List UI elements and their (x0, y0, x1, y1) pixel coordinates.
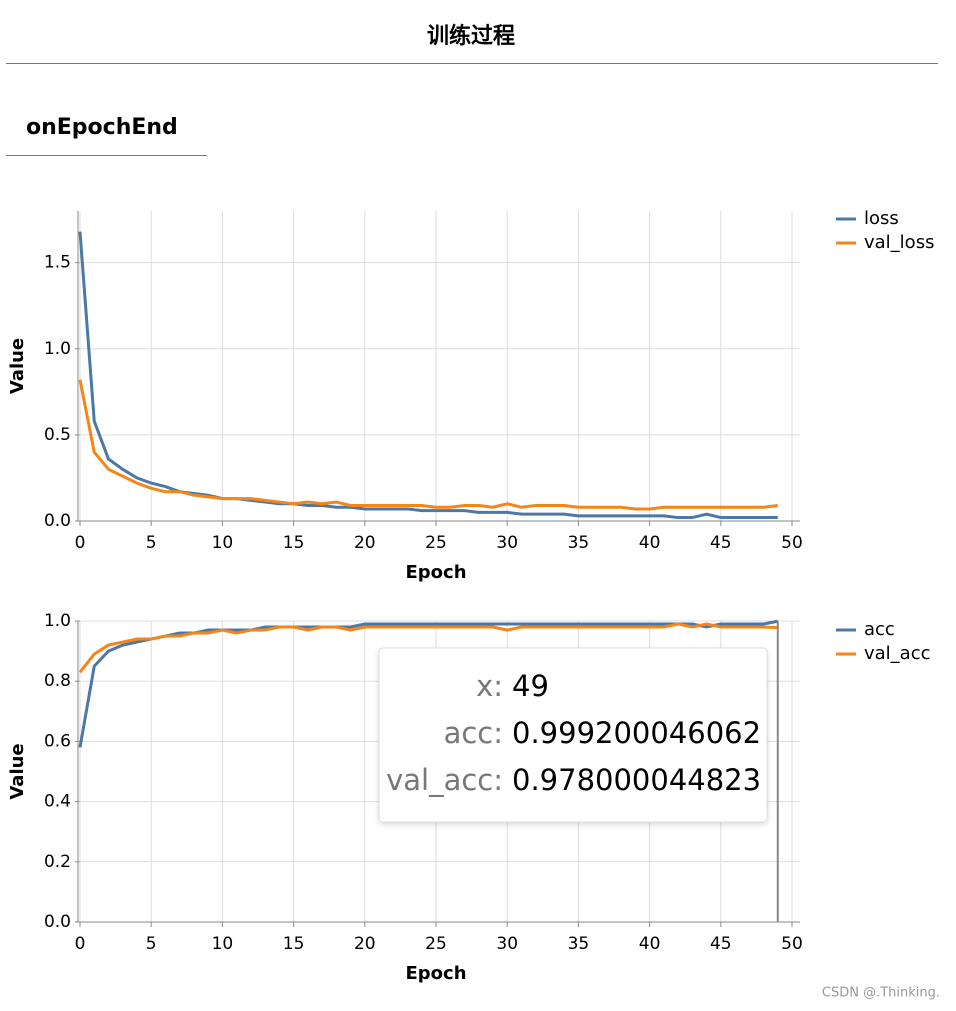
x-tick-label: 30 (496, 533, 518, 553)
series-line (78, 622, 778, 674)
y-tick-label: 0.4 (44, 792, 71, 812)
legend-label: val_acc (864, 643, 931, 664)
y-axis-title: Value (7, 743, 28, 799)
y-tick-label: 1.0 (44, 611, 71, 631)
tooltip-label: acc: (444, 716, 503, 750)
tooltip-box (378, 647, 768, 823)
series-line (78, 231, 778, 520)
x-tick-label: 50 (781, 533, 803, 553)
x-tick-label: 0 (75, 533, 86, 553)
watermark: CSDN @.Thinking. (822, 986, 940, 1001)
x-tick-label: 10 (212, 533, 234, 553)
y-tick-label: 1.5 (44, 253, 71, 273)
y-tick-label: 0.0 (44, 511, 71, 531)
x-tick-label: 30 (496, 934, 518, 954)
x-tick-label: 5 (146, 533, 157, 553)
x-tick-label: 5 (146, 934, 157, 954)
x-tick-label: 15 (283, 533, 305, 553)
tooltip-value: 0.978000044823 (512, 763, 761, 797)
x-tick-label: 20 (354, 934, 376, 954)
legend-label: loss (864, 208, 899, 229)
x-tick-label: 35 (568, 533, 590, 553)
y-tick-label: 0.8 (44, 671, 71, 691)
section-title: onEpochEnd (26, 115, 178, 140)
series-line (78, 379, 778, 511)
x-tick-label: 15 (283, 934, 305, 954)
tooltip-value: 0.999200046062 (512, 716, 761, 750)
x-tick-label: 10 (212, 934, 234, 954)
x-tick-label: 25 (425, 934, 447, 954)
x-axis-title: Epoch (405, 963, 466, 984)
x-tick-label: 0 (75, 934, 86, 954)
x-tick-label: 50 (781, 934, 803, 954)
x-tick-label: 40 (639, 934, 661, 954)
y-tick-label: 0.2 (44, 852, 71, 872)
tooltip-label: x: (476, 669, 503, 703)
x-tick-label: 40 (639, 533, 661, 553)
y-axis-title: Value (7, 338, 28, 394)
x-axis-title: Epoch (405, 562, 466, 583)
legend-label: acc (864, 619, 895, 640)
x-tick-label: 25 (425, 533, 447, 553)
y-tick-label: 0.6 (44, 731, 71, 751)
x-tick-label: 45 (710, 934, 732, 954)
tooltip-value: 49 (512, 669, 549, 703)
legend-label: val_loss (864, 232, 934, 253)
x-tick-label: 20 (354, 533, 376, 553)
page-title: 训练过程 (427, 23, 515, 49)
tooltip-label: val_acc: (386, 763, 503, 797)
y-tick-label: 1.0 (44, 339, 71, 359)
y-tick-label: 0.5 (44, 425, 71, 445)
x-tick-label: 45 (710, 533, 732, 553)
y-tick-label: 0.0 (44, 912, 71, 932)
x-tick-label: 35 (568, 934, 590, 954)
